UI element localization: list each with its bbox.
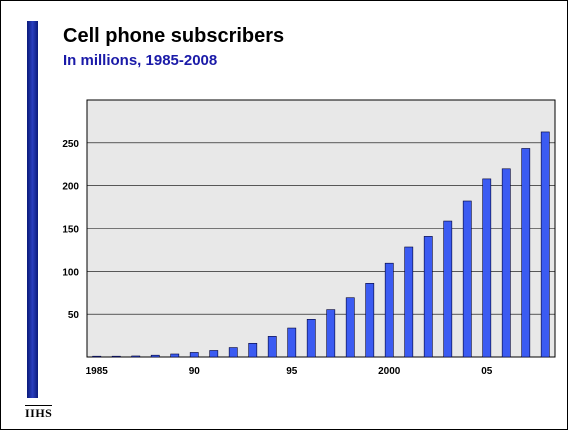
x-tick-label: 2000: [378, 366, 401, 377]
y-tick-label: 200: [62, 182, 79, 193]
bar: [150, 354, 160, 358]
bar: [384, 262, 394, 358]
bar: [92, 355, 102, 358]
y-tick-label: 50: [68, 310, 80, 321]
x-tick-label: 95: [286, 366, 298, 377]
bar: [521, 148, 531, 358]
bar: [365, 283, 375, 358]
bar: [170, 353, 180, 358]
bar: [131, 355, 141, 358]
bar: [189, 352, 199, 358]
bar: [345, 297, 355, 358]
iihs-logo: IIHS: [25, 405, 53, 420]
bar: [306, 319, 316, 358]
chart-subtitle: In millions, 1985-2008: [63, 52, 218, 69]
bar: [228, 347, 238, 358]
bar: [482, 178, 492, 358]
y-tick-label: 150: [62, 225, 79, 236]
bar: [209, 350, 219, 358]
x-tick-label: 90: [189, 366, 201, 377]
y-tick-label: 100: [62, 267, 79, 278]
bar: [111, 355, 121, 358]
bar: [540, 131, 550, 358]
bar: [501, 168, 511, 358]
bar: [443, 220, 453, 358]
chart-title: Cell phone subscribers: [63, 25, 285, 47]
bar: [423, 236, 433, 358]
bar: [248, 342, 258, 358]
y-tick-label: 250: [62, 139, 79, 150]
bar: [267, 336, 277, 358]
bar: [287, 327, 297, 358]
bar: [404, 246, 414, 358]
bar: [462, 200, 472, 358]
bar: [326, 309, 336, 358]
x-tick-label: 1985: [86, 366, 109, 377]
sidebar-accent-bar: [27, 21, 38, 398]
x-tick-label: 05: [481, 366, 493, 377]
